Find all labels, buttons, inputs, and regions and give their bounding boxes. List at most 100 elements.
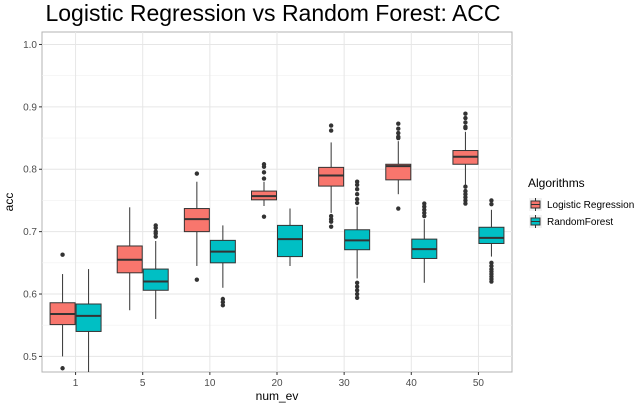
legend: Algorithms Logistic Regression RandomFore… bbox=[528, 176, 634, 228]
outlier-point bbox=[396, 135, 401, 141]
x-tick-label: 20 bbox=[271, 378, 283, 389]
box bbox=[385, 163, 412, 181]
outlier-point bbox=[60, 366, 65, 371]
legend-label: Logistic Regression bbox=[547, 200, 634, 211]
outlier-point bbox=[261, 214, 267, 219]
outlier-point bbox=[463, 184, 468, 189]
outlier-point bbox=[220, 299, 226, 305]
outlier-point bbox=[463, 125, 468, 131]
outlier-point bbox=[60, 252, 65, 257]
x-tick-label: 40 bbox=[406, 378, 418, 389]
outlier-point bbox=[422, 204, 427, 209]
boxplot-rf-20 bbox=[277, 208, 303, 266]
outlier-point bbox=[354, 280, 360, 285]
chart-title: Logistic Regression vs Random Forest: AC… bbox=[45, 0, 500, 26]
outlier-point bbox=[396, 206, 401, 211]
boxplot-logistic-50 bbox=[452, 111, 479, 206]
outlier-point bbox=[354, 196, 360, 202]
boxplot-rf-5 bbox=[142, 223, 169, 319]
box bbox=[277, 224, 303, 258]
outlier-point bbox=[354, 295, 360, 300]
box bbox=[75, 303, 102, 332]
x-tick-label: 10 bbox=[204, 378, 216, 389]
outlier-point bbox=[153, 225, 158, 231]
outlier-point bbox=[194, 171, 200, 176]
boxplot-rf-50 bbox=[478, 198, 505, 284]
outlier-point bbox=[396, 126, 401, 131]
outlier-point bbox=[261, 170, 267, 175]
x-tick-label: 1 bbox=[73, 378, 79, 389]
boxplot-rf-40 bbox=[411, 201, 438, 283]
outlier-point bbox=[422, 210, 427, 216]
outlier-point bbox=[396, 121, 401, 126]
outlier-point bbox=[422, 207, 427, 212]
outlier-point bbox=[354, 192, 360, 197]
boxplot-rf-10 bbox=[209, 225, 236, 308]
legend-title: Algorithms bbox=[528, 176, 585, 190]
x-axis-title: num_ev bbox=[256, 389, 299, 403]
outlier-point bbox=[489, 201, 494, 207]
boxplot-rf-30 bbox=[344, 179, 371, 300]
outlier-point bbox=[354, 200, 360, 206]
outlier-point bbox=[354, 284, 360, 289]
y-tick-label: 0.5 bbox=[23, 352, 37, 363]
outlier-point bbox=[463, 201, 468, 206]
outlier-point bbox=[396, 130, 401, 136]
outlier-point bbox=[489, 260, 494, 266]
outlier-point bbox=[489, 263, 494, 269]
legend-label: RandomForest bbox=[547, 217, 613, 228]
legend-item: RandomForest bbox=[529, 215, 613, 228]
y-tick-label: 0.8 bbox=[23, 165, 37, 176]
outlier-point bbox=[261, 164, 267, 169]
y-tick-label: 0.7 bbox=[23, 227, 37, 238]
outlier-point bbox=[220, 296, 226, 302]
outlier-point bbox=[354, 288, 360, 293]
outlier-point bbox=[463, 198, 468, 203]
outlier-point bbox=[489, 198, 494, 203]
outlier-point bbox=[153, 234, 158, 239]
box bbox=[142, 268, 169, 291]
outlier-point bbox=[463, 111, 468, 116]
outlier-point bbox=[261, 176, 267, 181]
outlier-point bbox=[463, 115, 468, 121]
outlier-point bbox=[422, 201, 427, 206]
y-axis-title: acc bbox=[2, 193, 16, 212]
boxplot-logistic-20 bbox=[251, 162, 277, 219]
outlier-point bbox=[489, 279, 494, 284]
outlier-point bbox=[328, 123, 334, 128]
outlier-point bbox=[153, 231, 158, 236]
outlier-point bbox=[463, 188, 468, 194]
boxplot-logistic-5 bbox=[116, 207, 143, 311]
data-layer bbox=[49, 111, 505, 372]
outlier-point bbox=[463, 195, 468, 200]
outlier-point bbox=[354, 187, 360, 192]
box bbox=[478, 226, 505, 244]
outlier-point bbox=[463, 192, 468, 197]
outlier-point bbox=[354, 291, 360, 297]
boxplot-rf-1 bbox=[75, 269, 102, 372]
y-axis: 0.5 0.6 0.7 0.8 0.9 1.0 bbox=[23, 40, 42, 363]
outlier-point bbox=[220, 303, 226, 308]
boxplot-logistic-40 bbox=[385, 121, 412, 211]
outlier-point bbox=[328, 219, 334, 224]
legend-item: Logistic Regression bbox=[529, 198, 634, 211]
x-tick-label: 5 bbox=[140, 378, 146, 389]
boxplot-logistic-10 bbox=[183, 171, 210, 282]
boxplot-logistic-1 bbox=[49, 252, 76, 371]
y-tick-label: 0.6 bbox=[23, 290, 37, 301]
y-tick-label: 1.0 bbox=[23, 40, 37, 51]
outlier-point bbox=[194, 277, 200, 282]
outlier-point bbox=[328, 128, 334, 133]
box bbox=[318, 166, 345, 187]
x-tick-label: 50 bbox=[473, 378, 485, 389]
outlier-point bbox=[328, 213, 334, 219]
y-tick-label: 0.9 bbox=[23, 102, 37, 113]
outlier-point bbox=[463, 120, 468, 125]
outlier-point bbox=[328, 224, 334, 229]
boxplot-logistic-30 bbox=[318, 123, 345, 229]
outlier-point bbox=[354, 179, 360, 184]
outlier-point bbox=[422, 213, 427, 219]
x-axis: 1 5 10 20 30 40 50 bbox=[73, 372, 485, 389]
grid-layer bbox=[42, 32, 512, 372]
